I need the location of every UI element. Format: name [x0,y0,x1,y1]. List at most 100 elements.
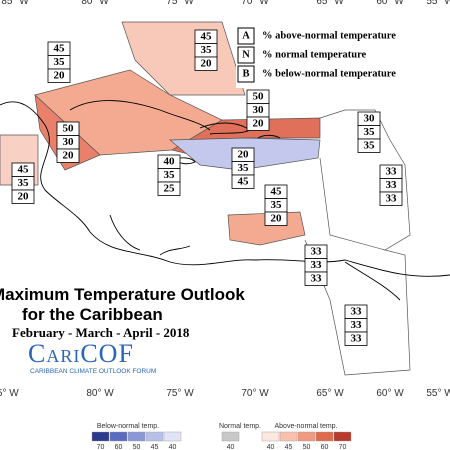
region-value: 20 [201,58,213,70]
region-value: 35 [18,177,30,189]
map-period: February - March - April - 2018 [12,325,190,340]
region-value: 40 [164,156,176,168]
region-value: 33 [351,333,363,345]
coastline [69,100,211,131]
region-cell [264,211,288,226]
colorbar-swatch [297,431,316,442]
longitude-label: 85° W [0,388,19,399]
region-value: 35 [238,162,250,174]
region-value: 35 [364,126,376,138]
region-value: 20 [238,149,250,161]
longitude-label: 65° W [316,388,344,399]
region-value: 35 [54,56,66,68]
colorbar-label: 50 [133,444,141,450]
colorbar-swatch [109,431,128,442]
region-value: 30 [63,136,75,148]
colorbar-swatch [91,431,110,442]
region-value: 45 [201,31,213,43]
legend-key: N [242,49,250,60]
colorbar-label: 40 [169,444,177,450]
region-value: 33 [386,179,398,191]
colorbar-swatch [221,431,240,442]
longitude-label: 55° W [426,388,450,399]
legend-key: A [242,30,250,41]
longitude-label: 75° W [166,388,194,399]
region-value: 50 [253,91,265,103]
region-value: 35 [271,199,283,211]
colorbar-label: 45 [285,444,293,450]
colorbar-title: Normal temp. [219,423,261,430]
logo-name: CariCOF [28,339,134,368]
colorbar-swatch [163,431,182,442]
region-cell [304,271,328,286]
region-cell [344,331,368,346]
region-value: 20 [63,150,75,162]
colorbar-label: 40 [227,444,235,450]
region-cell [246,116,270,131]
legend-key-box [237,65,255,83]
legend-key-box [237,27,255,45]
colorbar-label: 60 [115,444,123,450]
longitude-label: 75° W [166,0,194,7]
longitude-label: 80° W [81,0,109,7]
region-value: 33 [311,259,323,271]
region-value: 33 [351,306,363,318]
region-value: 33 [386,193,398,205]
colorbar-swatch [333,431,352,442]
region-value: 25 [164,183,176,195]
region-value: 45 [18,164,30,176]
region-value: 20 [54,70,66,82]
longitude-label: 70° W [241,0,269,7]
zone-outline [304,109,411,376]
colorbar-label: 70 [339,444,347,450]
region-value: 50 [63,123,75,135]
region-value: 33 [311,246,323,258]
region-cell [357,138,381,153]
longitude-label: 85° W [1,0,29,7]
logo-tagline: CARIBBEAN CLIMATE OUTLOOK FORUM [30,368,156,375]
region-value: 33 [386,166,398,178]
region-value: 33 [311,273,323,285]
region-value: 30 [253,104,265,116]
colorbar-label: 60 [321,444,329,450]
longitude-label: 70° W [241,388,269,399]
region-value: 20 [271,213,283,225]
colorbar-label: 70 [97,444,105,450]
region-cell [379,191,403,206]
longitude-label: 60° W [376,388,404,399]
region-cell [231,174,255,189]
legend-label: % normal temperature [262,49,367,60]
map-subtitle: for the Caribbean [22,305,163,324]
region-cell [194,56,218,71]
zone-outline [319,157,386,251]
region-value: 35 [364,140,376,152]
region-value: 35 [164,169,176,181]
colorbar-label: 45 [151,444,159,450]
longitude-label: 80° W [86,388,114,399]
colorbar-swatch [127,431,146,442]
legend-key: B [242,68,249,79]
longitude-label: 60° W [376,0,404,7]
legend-background [236,26,416,88]
colorbar-title: Below-normal temp. [97,423,159,430]
colorbar-swatch [261,431,280,442]
colorbar-swatch [279,431,298,442]
colorbar-label: 40 [267,444,275,450]
coastline [0,101,450,277]
region-value: 45 [54,43,66,55]
longitude-label: 65° W [316,0,344,7]
legend-key-box [237,46,255,64]
coastline [344,261,401,301]
legend-label: % above-normal temperature [262,30,396,41]
region-cell [56,148,80,163]
legend-box [236,26,416,88]
region-value: 20 [253,118,265,130]
longitude-label: 55° W [426,0,450,7]
colorbar-swatch [315,431,334,442]
coastline [109,214,191,256]
region-value: 45 [238,176,250,188]
region-value: 20 [18,191,30,203]
region-value: 35 [201,44,213,56]
region-cell [47,68,71,83]
map-title: Maximum Temperature Outlook [0,285,245,304]
